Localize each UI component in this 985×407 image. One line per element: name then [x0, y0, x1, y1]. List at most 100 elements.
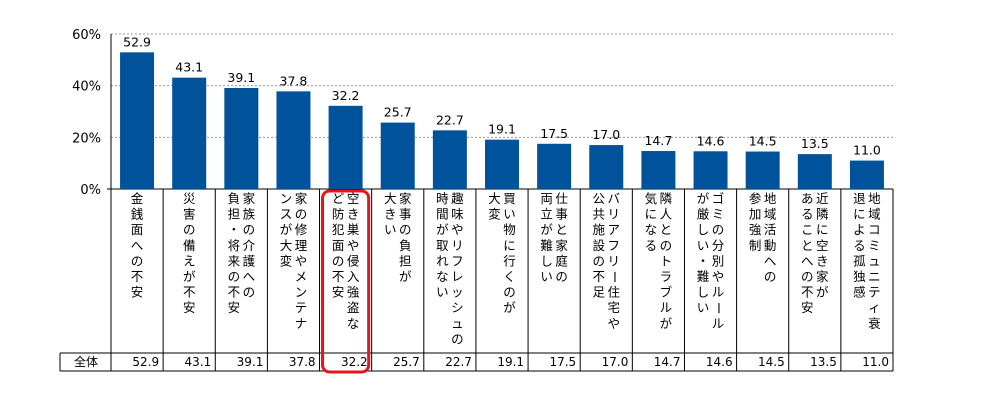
bar — [224, 87, 259, 189]
bar-value-label: 19.1 — [488, 122, 516, 137]
category-label-char: 担 — [399, 253, 412, 268]
category-label-char: 立 — [540, 207, 553, 222]
category-label-char: 地 — [764, 191, 777, 206]
category-label-char: メ — [295, 269, 308, 284]
category-label-char: 域 — [868, 207, 881, 222]
category-label-char: る — [645, 238, 658, 253]
category-label-char: と — [801, 238, 814, 253]
category-label-char: 大 — [488, 191, 501, 206]
category-label-char: 取 — [436, 238, 449, 253]
category-label-char: の — [660, 238, 673, 253]
category-label-char: い — [503, 207, 516, 222]
table-value: 25.7 — [393, 355, 420, 369]
category-label-char: な — [347, 316, 360, 331]
bar-value-label: 25.7 — [384, 105, 412, 120]
table-value: 14.6 — [706, 355, 733, 369]
category-label-char: が — [503, 300, 516, 315]
category-label-char: い — [436, 285, 449, 300]
category-label-char: 行 — [503, 253, 516, 268]
category-label-char: の — [712, 222, 725, 237]
category-label-char: の — [131, 253, 144, 268]
bar-value-label: 14.6 — [697, 133, 725, 148]
category-label-char: フ — [451, 253, 464, 268]
category-label-char: ン — [295, 285, 308, 300]
category-label-char: 変 — [280, 253, 293, 268]
category-label-char: 参 — [749, 191, 762, 206]
category-label-char: い — [540, 269, 553, 284]
category-label-char: 族 — [243, 207, 256, 222]
category-label-char: い — [697, 300, 710, 315]
category-label-char: 強 — [347, 285, 360, 300]
bar-value-label: 11.0 — [853, 143, 881, 158]
category-label-char: え — [183, 253, 196, 268]
category-label-char: 不 — [593, 269, 606, 284]
category-label-char: ス — [280, 207, 293, 222]
category-label-char: ど — [332, 191, 345, 206]
category-label-char: 家 — [555, 238, 568, 253]
category-label-char: シ — [451, 300, 464, 315]
table-value: 19.1 — [497, 355, 524, 369]
category-label-char: 近 — [816, 191, 829, 206]
category-label-char: 衰 — [868, 316, 881, 331]
category-label-char: の — [593, 253, 606, 268]
category-label-char: こ — [801, 222, 814, 237]
category-label-char: 独 — [853, 269, 866, 284]
category-label-char: 安 — [332, 285, 345, 300]
category-label-char: 別 — [712, 253, 725, 268]
table-value: 14.5 — [758, 355, 785, 369]
category-label-char: テ — [868, 285, 881, 300]
category-label-char: 不 — [228, 285, 241, 300]
category-label-char: 設 — [593, 238, 606, 253]
category-label-char: 施 — [593, 222, 606, 237]
category-label-char: れ — [436, 253, 449, 268]
category-label-char: バ — [608, 191, 621, 206]
table-value: 32.2 — [341, 355, 368, 369]
category-label-char: る — [801, 207, 814, 222]
category-label-char: な — [645, 222, 658, 237]
bar — [485, 139, 519, 189]
category-labels: 金銭面への不安災害の備えが不安家族の介護への負担・将来の不安家の修理やメンテナン… — [131, 191, 881, 346]
bar — [641, 151, 676, 189]
category-label-char: リ — [608, 253, 621, 268]
table-value: 14.7 — [654, 355, 681, 369]
category-label-char: と — [555, 222, 568, 237]
bar — [328, 105, 363, 189]
category-label-char: し — [697, 222, 710, 237]
category-label-char: ・ — [697, 253, 710, 268]
category-label-char: へ — [131, 238, 144, 253]
category-label-char: 介 — [243, 238, 256, 253]
category-label-char: 不 — [801, 285, 814, 300]
category-label-char: 負 — [228, 191, 241, 206]
category-label-char: 護 — [243, 253, 256, 268]
category-label-char: に — [645, 207, 658, 222]
category-label-char: 強 — [749, 222, 762, 237]
table-value: 11.0 — [862, 355, 889, 369]
category-label-char: や — [451, 222, 464, 237]
category-label-char: リ — [608, 207, 621, 222]
category-label-char: に — [503, 238, 516, 253]
category-label-char: 孤 — [853, 253, 866, 268]
category-label-char: 金 — [131, 191, 144, 206]
category-label-char: 制 — [749, 238, 762, 253]
category-label-char: 銭 — [131, 207, 144, 222]
category-label-char: 難 — [697, 269, 710, 284]
category-label-char: ル — [712, 285, 725, 300]
category-label-char: 住 — [608, 285, 621, 300]
category-label-char: 面 — [332, 238, 345, 253]
category-label-char: 仕 — [555, 191, 568, 206]
bars — [120, 52, 884, 189]
category-label-char: 足 — [593, 285, 606, 300]
category-label-char: ル — [712, 316, 725, 331]
category-label-char: 害 — [183, 207, 196, 222]
category-label-char: し — [540, 253, 553, 268]
table-value: 17.0 — [602, 355, 629, 369]
category-label-char: 不 — [183, 285, 196, 300]
category-label-char: 修 — [295, 222, 308, 237]
category-label-char: 将 — [228, 238, 241, 253]
bar — [380, 122, 415, 189]
category-label-char: ミ — [868, 238, 881, 253]
category-label-char: の — [503, 285, 516, 300]
bar — [172, 77, 207, 189]
category-label-char: に — [816, 222, 829, 237]
